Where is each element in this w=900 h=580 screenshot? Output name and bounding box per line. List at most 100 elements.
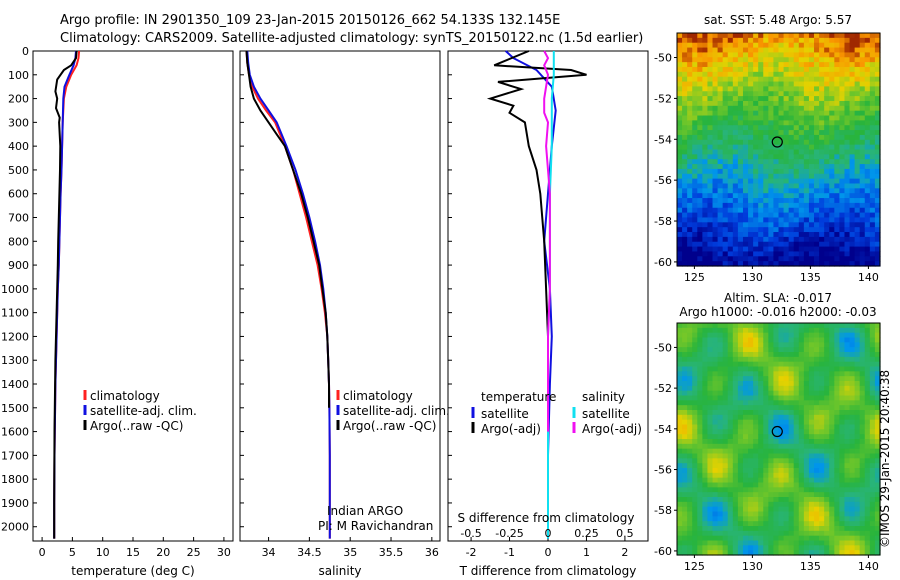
map-cell: [702, 521, 709, 527]
map-cell: [814, 134, 820, 141]
map-cell: [803, 497, 810, 503]
map-cell: [753, 385, 759, 392]
map-cell: [717, 487, 724, 493]
map-cell: [707, 323, 714, 329]
map-cell: [859, 251, 866, 257]
map-cell: [854, 251, 861, 257]
map-cell: [778, 202, 785, 209]
map-cell: [677, 241, 683, 248]
map-cell: [727, 144, 734, 151]
map-cell: [808, 125, 815, 131]
map-cell: [793, 352, 800, 358]
map-cell: [753, 110, 759, 117]
map-cell: [697, 410, 703, 416]
map-cell: [763, 419, 769, 426]
map-cell: [793, 347, 800, 353]
map-cell: [783, 125, 790, 131]
map-cell: [717, 256, 724, 262]
map-cell: [712, 458, 719, 464]
map-cell: [758, 261, 764, 267]
map-cell: [793, 400, 800, 406]
map-cell: [834, 429, 840, 435]
map-cell: [722, 501, 729, 508]
map-cell: [742, 47, 749, 54]
map-cell: [778, 154, 785, 160]
map-cell: [768, 352, 775, 358]
map-cell: [763, 439, 769, 445]
map-cell: [803, 168, 810, 175]
map-cell: [737, 385, 744, 392]
map-cell: [814, 530, 820, 537]
map-cell: [737, 472, 744, 479]
map-cell: [783, 540, 790, 546]
map-cell: [748, 356, 754, 363]
map-cell: [732, 342, 739, 348]
map-cell: [717, 501, 724, 508]
series-line-argo-adj-: [486, 50, 587, 432]
map-cell: [849, 332, 856, 339]
map-cell: [874, 198, 881, 204]
map-cell: [778, 419, 785, 426]
map-cell: [803, 134, 810, 141]
map-cell: [727, 361, 734, 368]
map-cell: [874, 356, 881, 363]
map-cell: [722, 110, 729, 117]
map-cell: [748, 332, 754, 339]
map-cell: [849, 410, 856, 416]
map-cell: [859, 66, 866, 73]
map-cell: [798, 419, 805, 426]
map-cell: [707, 540, 714, 546]
map-cell: [758, 81, 764, 87]
map-cell: [732, 395, 739, 401]
map-cell: [844, 222, 851, 228]
map-cell: [778, 232, 785, 238]
map-cell: [763, 443, 769, 450]
map-cell: [763, 347, 769, 353]
map-cell: [808, 482, 815, 488]
map-cell: [829, 497, 835, 503]
map-cell: [763, 193, 769, 199]
map-cell: [778, 198, 785, 204]
map-cell: [677, 487, 683, 493]
map-cell: [682, 76, 688, 83]
map-cell: [677, 448, 683, 455]
map-cell: [798, 66, 805, 73]
map-cell: [844, 347, 851, 353]
map-cell: [793, 81, 800, 87]
map-cell: [849, 57, 856, 63]
map-cell: [687, 207, 693, 214]
map-cell: [803, 232, 810, 238]
map-cell: [839, 100, 846, 107]
map-cell: [839, 62, 846, 68]
map-cell: [859, 506, 866, 513]
map-cell: [742, 443, 749, 450]
map-cell: [702, 183, 709, 189]
map-cell: [748, 342, 754, 348]
map-cell: [829, 183, 835, 189]
map-cell: [829, 448, 835, 455]
map-cell: [803, 91, 810, 97]
map-cell: [692, 463, 698, 469]
series-line-argo-raw-qc-: [53, 50, 78, 539]
map-cell: [742, 337, 749, 343]
map-cell: [874, 256, 881, 262]
map-cell: [808, 550, 815, 556]
map-cell: [768, 149, 775, 155]
map-cell: [748, 419, 754, 426]
map-cell: [737, 47, 744, 54]
map-cell: [859, 376, 866, 382]
map-cell: [814, 110, 820, 117]
map-cell: [819, 439, 825, 445]
map-cell: [697, 202, 703, 209]
map-cell: [707, 217, 714, 223]
map-cell: [793, 424, 800, 430]
map-cell: [712, 71, 719, 78]
map-cell: [829, 47, 835, 54]
map-cell: [773, 540, 780, 546]
map-cell: [778, 144, 785, 151]
map-cell: [829, 545, 835, 551]
map-cell: [717, 550, 724, 556]
map-cell: [753, 390, 759, 397]
map-cell: [869, 66, 876, 73]
map-cell: [778, 506, 785, 513]
